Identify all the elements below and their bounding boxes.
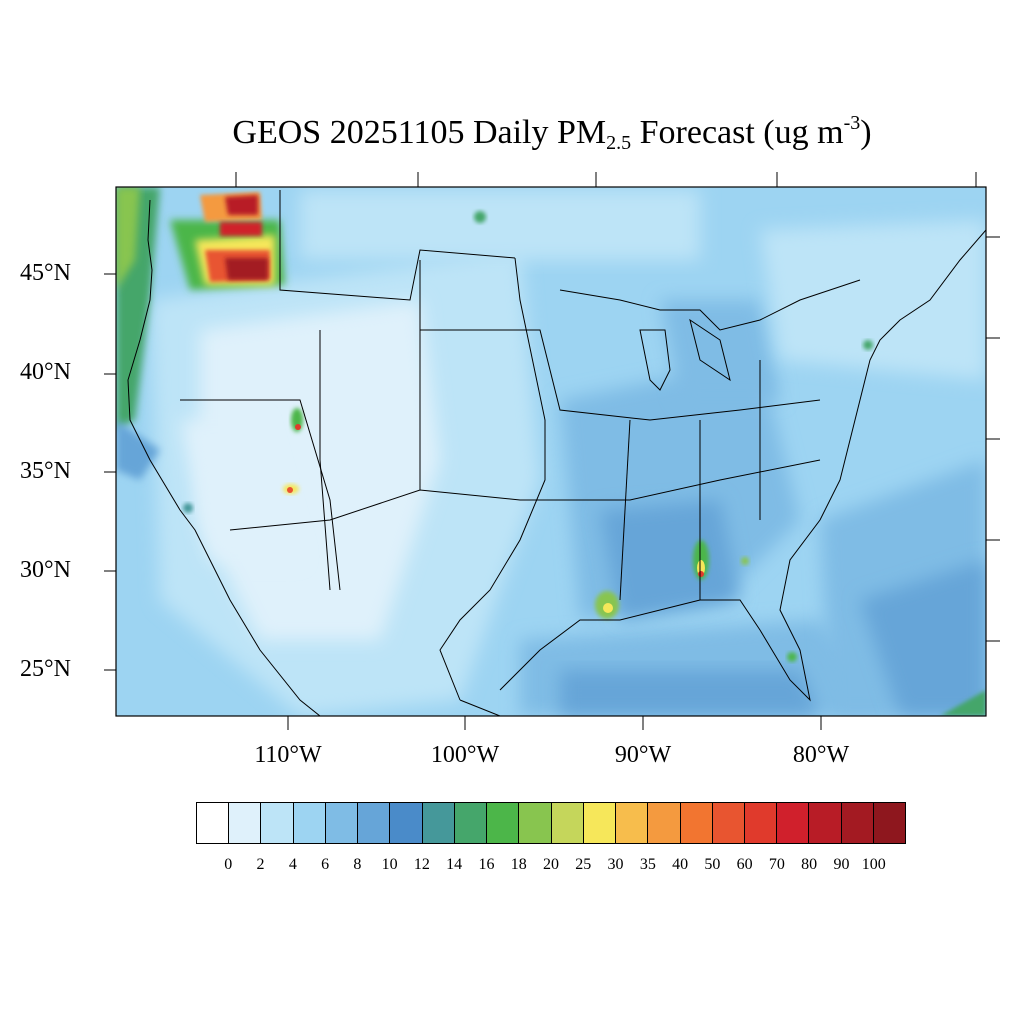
- colorbar-swatch: [648, 803, 681, 843]
- colorbar-swatch: [680, 803, 713, 843]
- lat-label-35: 35°N: [20, 458, 71, 484]
- colorbar-swatch: [261, 803, 294, 843]
- colorbar-swatch: [616, 803, 649, 843]
- colorbar-tick-label: 2: [256, 856, 265, 873]
- title-main: GEOS 20251105 Daily PM: [232, 114, 607, 151]
- colorbar-tick-label: 20: [543, 856, 559, 873]
- colorbar-swatch: [519, 803, 552, 843]
- colorbar-swatch: [583, 803, 617, 843]
- lat-label-40: 40°N: [20, 359, 71, 385]
- colorbar-tick-label: 70: [768, 856, 785, 873]
- colorbar-swatch: [744, 803, 778, 843]
- colorbar-tick-label: 18: [510, 856, 527, 873]
- lon-label-110: 110°W: [254, 742, 322, 768]
- axis-ticks: [104, 172, 1000, 730]
- concentration-field: [116, 187, 986, 716]
- colorbar-tick-label: 50: [704, 856, 721, 873]
- colorbar-tick-label: 6: [321, 856, 330, 873]
- colorbar-tick-label: 40: [672, 856, 689, 873]
- colorbar-swatch: [809, 803, 842, 843]
- title-rest: Forecast (ug m: [631, 114, 844, 151]
- title-subscript: 2.5: [606, 132, 632, 154]
- colorbar-tick-label: 80: [801, 856, 818, 873]
- colorbar-tick-label: 12: [413, 856, 430, 873]
- lon-label-80: 80°W: [792, 742, 850, 768]
- colorbar-tick-label: 0: [224, 856, 233, 873]
- lat-label-45: 45°N: [20, 260, 71, 286]
- title-superscript: -3: [843, 112, 861, 134]
- colorbar-tick-label: 16: [478, 856, 495, 873]
- colorbar-tick-label: 14: [446, 856, 463, 873]
- colorbar-tick-label: 35: [639, 856, 656, 873]
- colorbar-swatch: [712, 803, 745, 843]
- colorbar-swatch: [358, 803, 391, 843]
- map-title: GEOS 20251105 Daily PM2.5 Forecast (ug m…: [0, 112, 1024, 155]
- colorbar-swatch: [551, 803, 584, 843]
- lon-label-100: 100°W: [430, 742, 500, 768]
- colorbar-swatch: [454, 803, 488, 843]
- colorbar-swatch: [197, 803, 230, 843]
- lat-label-30: 30°N: [20, 557, 71, 583]
- lat-label-25: 25°N: [20, 656, 71, 682]
- colorbar-swatch: [422, 803, 455, 843]
- lon-label-90: 90°W: [614, 742, 672, 768]
- colorbar-swatch: [325, 803, 359, 843]
- colorbar-swatch: [487, 803, 520, 843]
- colorbar: [196, 802, 906, 844]
- colorbar-swatch: [229, 803, 262, 843]
- colorbar-tick-label: 4: [288, 856, 297, 873]
- map-frame: [115, 186, 987, 717]
- colorbar-swatch: [390, 803, 423, 843]
- colorbar-tick-label: 10: [381, 856, 398, 873]
- colorbar-swatch: [777, 803, 810, 843]
- colorbar-tick-label: 25: [575, 856, 592, 873]
- colorbar-swatch: [873, 803, 906, 843]
- colorbar-swatch: [841, 803, 874, 843]
- colorbar-tick-label: 60: [736, 856, 753, 873]
- title-close: ): [860, 114, 872, 151]
- colorbar-tick-label: 100: [861, 856, 886, 873]
- colorbar-tick-label: 8: [353, 856, 362, 873]
- coastlines-borders: [127, 190, 986, 716]
- colorbar-tick-label: 30: [607, 856, 624, 873]
- colorbar-tick-label: 90: [833, 856, 850, 873]
- colorbar-swatch: [293, 803, 326, 843]
